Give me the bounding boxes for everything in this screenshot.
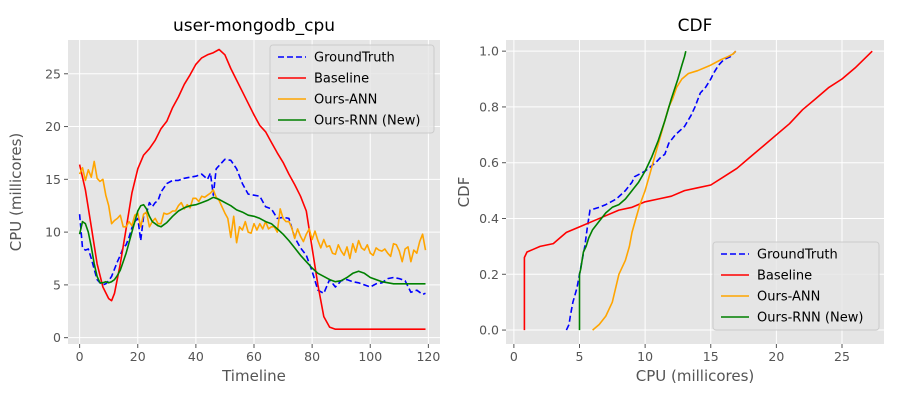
chart-2: 0 5 10 15 20 25 0.0 0.2 0.4 0.6 0.8 1.0 CDF CPU (mill… (455, 16, 884, 385)
y-tick-label: 5 (53, 277, 61, 292)
x-tick-label: 25 (834, 349, 850, 364)
legend-entry: GroundTruth (314, 51, 395, 66)
chart-title: CDF (678, 16, 713, 36)
series-line-baseline (78, 48, 426, 331)
y-tick-label: 10 (45, 225, 61, 240)
x-tick-label: 60 (246, 349, 262, 364)
series-line-ours-rnn-new (78, 196, 426, 285)
y-tick-label: 20 (45, 119, 61, 134)
chart-title: user-mongodb_cpu (173, 16, 335, 36)
x-tick-label: 20 (768, 349, 784, 364)
y-tick-label: 0.8 (479, 99, 499, 114)
x-tick-label: 10 (637, 349, 653, 364)
series-line-ours-ann (592, 50, 737, 331)
legend-entry: GroundTruth (757, 248, 838, 263)
legend: GroundTruth Baseline Ours-ANN Ours-RNN (New… (269, 44, 435, 134)
legend-entry: Ours-RNN (New) (757, 311, 863, 326)
legend-entry: Baseline (314, 72, 369, 87)
y-tick-label: 25 (45, 66, 61, 81)
y-tick-label: 15 (45, 172, 61, 187)
y-axis-label: CDF (455, 177, 473, 208)
y-tick-label: 0.4 (479, 211, 499, 226)
series-line-baseline (523, 50, 873, 331)
y-tick-label: 1.0 (479, 44, 499, 59)
y-tick-label: 0 (53, 330, 61, 345)
x-tick-label: 20 (130, 349, 146, 364)
legend-box (269, 44, 435, 134)
x-tick-label: 80 (304, 349, 320, 364)
legend-box (712, 241, 880, 331)
x-tick-label: 120 (416, 349, 440, 364)
x-tick-label: 100 (358, 349, 382, 364)
x-tick-label: 0 (76, 349, 84, 364)
y-axis-label: CPU (millicores) (7, 133, 25, 252)
legend-entry: Ours-ANN (314, 93, 377, 108)
chart-1: 0 20 40 60 80 100 120 0 5 10 15 20 25 user-mongodb_cp… (7, 16, 440, 385)
y-tick-label: 0.2 (479, 267, 499, 282)
legend-entry: Ours-ANN (757, 290, 820, 305)
legend-entry: Baseline (757, 269, 812, 284)
series-line-ours-rnn-new (578, 51, 687, 331)
legend: GroundTruth Baseline Ours-ANN Ours-RNN (New… (712, 241, 880, 331)
y-tick-label: 0.6 (479, 155, 499, 170)
x-axis-label: Timeline (221, 367, 286, 385)
x-tick-label: 5 (576, 349, 584, 364)
x-tick-label: 15 (703, 349, 719, 364)
x-tick-label: 0 (510, 349, 518, 364)
x-tick-label: 40 (188, 349, 204, 364)
x-axis-label: CPU (millicores) (636, 367, 755, 385)
y-tick-label: 0.0 (479, 323, 499, 338)
legend-entry: Ours-RNN (New) (314, 114, 420, 129)
